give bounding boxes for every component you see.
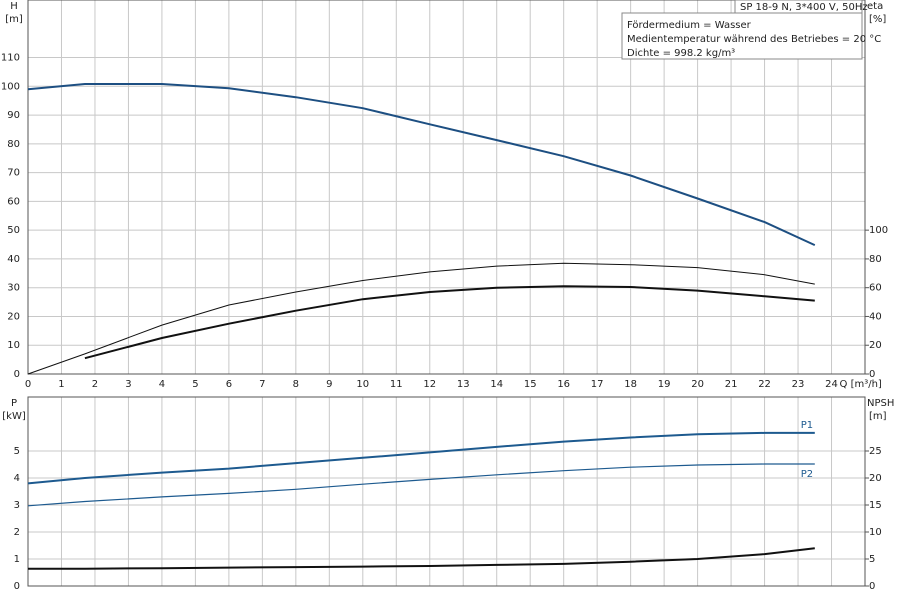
y-tick-label: 0	[14, 369, 20, 380]
x-tick-label: 2	[92, 379, 98, 390]
x-tick-label: 15	[524, 379, 537, 390]
y2-tick-label: 20	[869, 340, 882, 351]
y2-axis-unit: [m]	[869, 411, 887, 422]
y-tick-label: 50	[7, 225, 20, 236]
annotation: Dichte = 998.2 kg/m³	[627, 48, 735, 59]
y-tick-label: 3	[14, 500, 20, 511]
y-tick-label: 10	[7, 340, 20, 351]
x-tick-label: 9	[326, 379, 332, 390]
x-axis-label: Q [m³/h]	[840, 379, 882, 390]
y2-tick-label: 0	[869, 369, 875, 380]
y2-tick-label: 0	[869, 581, 875, 592]
x-tick-label: 16	[557, 379, 570, 390]
x-tick-label: 23	[792, 379, 805, 390]
x-tick-label: 13	[457, 379, 470, 390]
x-tick-label: 20	[691, 379, 704, 390]
y2-tick-label: 5	[869, 554, 875, 565]
x-tick-label: 17	[591, 379, 604, 390]
y-tick-label: 60	[7, 196, 20, 207]
y-tick-label: 40	[7, 254, 20, 265]
curve	[27, 463, 815, 507]
y-axis-label: H	[10, 1, 18, 12]
y-tick-label: 0	[14, 581, 20, 592]
x-tick-label: 24	[825, 379, 838, 390]
y-tick-label: 4	[14, 473, 20, 484]
curve	[28, 547, 815, 570]
annotation: Medientemperatur während des Betriebes =…	[627, 34, 881, 45]
x-tick-label: 8	[293, 379, 299, 390]
y2-axis-label: eta	[867, 1, 883, 12]
y2-tick-label: 20	[869, 473, 882, 484]
y-tick-label: 100	[1, 81, 20, 92]
x-tick-label: 22	[758, 379, 771, 390]
y-tick-label: 1	[14, 554, 20, 565]
y-axis-unit: [kW]	[2, 411, 26, 422]
info-box	[621, 12, 863, 60]
plot-frame	[27, 0, 866, 375]
x-tick-label: 3	[125, 379, 131, 390]
y2-tick-label: 100	[869, 225, 888, 236]
y-tick-label: 70	[7, 168, 20, 179]
annotation: Fördermedium = Wasser	[627, 20, 752, 31]
y-tick-label: 90	[7, 110, 20, 121]
plot-frame	[27, 396, 866, 587]
curve	[27, 262, 815, 375]
curve	[27, 431, 815, 485]
y-axis-label: P	[11, 398, 17, 409]
y2-tick-label: 10	[869, 527, 882, 538]
x-tick-label: 4	[159, 379, 165, 390]
y2-axis-unit: [%]	[869, 14, 886, 25]
x-tick-label: 1	[58, 379, 64, 390]
y2-tick-label: 80	[869, 254, 882, 265]
x-tick-label: 6	[226, 379, 232, 390]
x-tick-label: 0	[25, 379, 31, 390]
x-tick-label: 21	[725, 379, 738, 390]
y-tick-label: 30	[7, 283, 20, 294]
y2-tick-label: 25	[869, 446, 882, 457]
y-axis-unit: [m]	[5, 14, 23, 25]
y-tick-label: 5	[14, 446, 20, 457]
curve	[27, 83, 816, 247]
y2-tick-label: 60	[869, 283, 882, 294]
x-tick-label: 10	[356, 379, 369, 390]
y2-axis-label: NPSH	[867, 398, 894, 409]
x-tick-label: 19	[658, 379, 671, 390]
y-tick-label: 80	[7, 139, 20, 150]
y2-tick-label: 15	[869, 500, 882, 511]
y-tick-label: 110	[1, 53, 20, 64]
y-tick-label: 20	[7, 311, 20, 322]
y2-tick-label: 40	[869, 311, 882, 322]
x-tick-label: 11	[390, 379, 403, 390]
y-tick-label: 2	[14, 527, 20, 538]
curve-label: P2	[801, 469, 813, 480]
curve	[84, 285, 815, 360]
x-tick-label: 5	[192, 379, 198, 390]
x-tick-label: 7	[259, 379, 265, 390]
curve-label: P1	[801, 420, 813, 431]
x-tick-label: 18	[624, 379, 637, 390]
x-tick-label: 14	[490, 379, 503, 390]
x-tick-label: 12	[423, 379, 436, 390]
chart-title: SP 18-9 N, 3*400 V, 50Hz	[740, 2, 868, 13]
